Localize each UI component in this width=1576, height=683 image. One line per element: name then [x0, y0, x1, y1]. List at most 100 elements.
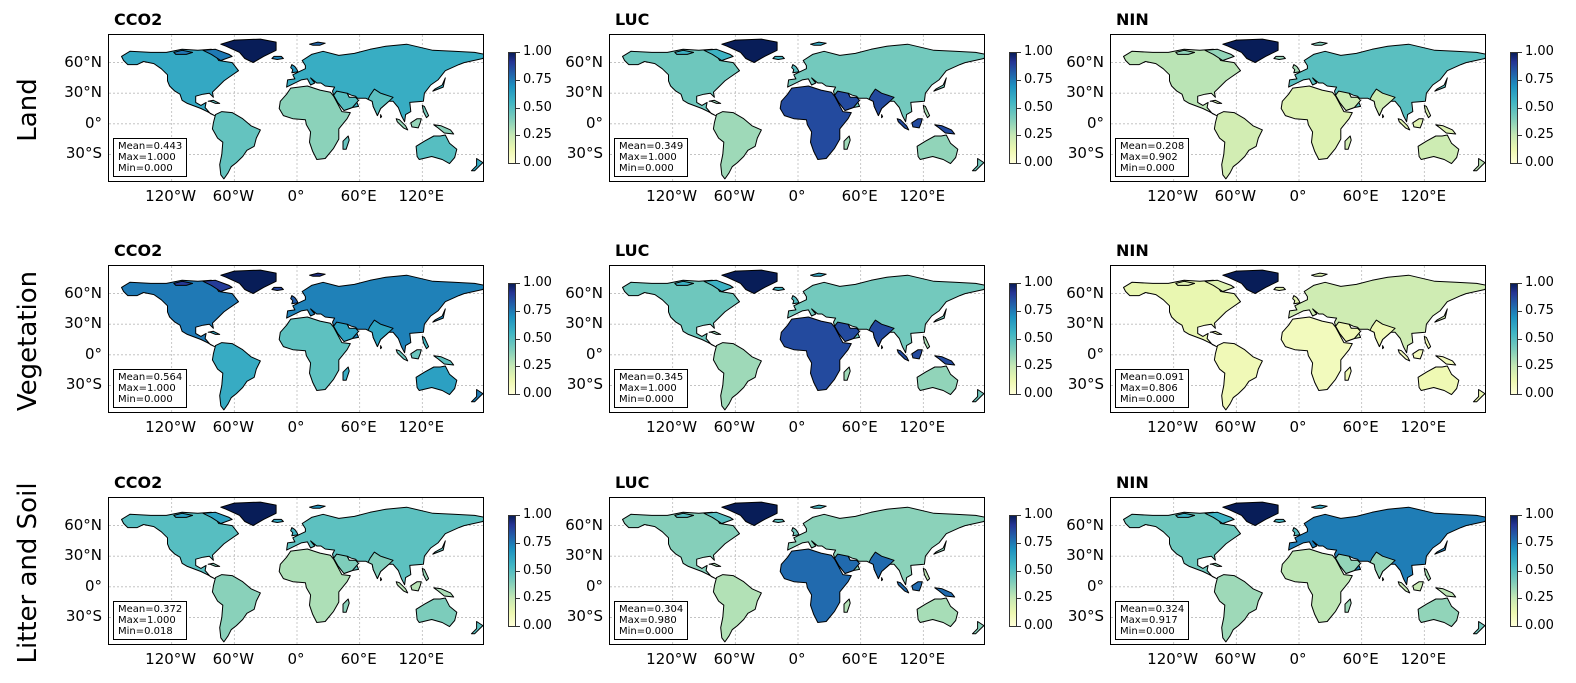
landmass-baffin	[202, 279, 233, 292]
landmass-greenland	[721, 269, 778, 295]
landmass-philippines	[1423, 567, 1432, 582]
lon-tick-label: 0°	[287, 418, 305, 436]
panel-title: LUC	[615, 473, 650, 492]
colorbar-tick-label: 0.00	[1525, 155, 1554, 170]
lon-tick-label: 120°E	[899, 650, 946, 668]
landmass-svalbard	[309, 41, 326, 46]
landmass-new-guinea	[1435, 355, 1457, 366]
colorbar-tick-label: 1.00	[1525, 507, 1554, 522]
lon-tick-label: 120°E	[398, 418, 445, 436]
colorbar-tick-label: 1.00	[1525, 44, 1554, 59]
colorbar	[1510, 283, 1518, 395]
lat-tick-label: 0°	[84, 344, 102, 363]
landmass-uk	[1292, 64, 1301, 74]
colorbar	[1009, 52, 1017, 164]
stat-min: Min=0.000	[118, 394, 173, 405]
landmass-baffin	[1204, 48, 1235, 61]
landmass-sri-lanka	[881, 345, 884, 350]
colorbar-tick-mark	[1518, 163, 1522, 164]
landmass-cuba	[207, 99, 221, 104]
panel-title: NIN	[1116, 473, 1149, 492]
landmass-arabia	[333, 553, 360, 574]
landmass-new-guinea	[934, 587, 956, 598]
lon-tick-label: 0°	[1289, 650, 1307, 668]
landmass-south-america	[211, 111, 261, 180]
lat-tick-label: 30°S	[65, 607, 102, 626]
colorbar-tick-label: 0.00	[523, 618, 552, 633]
panel-title: NIN	[1116, 10, 1149, 29]
colorbar-tick-mark	[1518, 338, 1522, 340]
landmass-australia	[1417, 134, 1460, 165]
landmass-baffin	[703, 279, 734, 292]
panel-title: CCO2	[114, 241, 163, 260]
landmass-japan	[1434, 308, 1448, 323]
landmass-cuba	[708, 562, 722, 567]
lat-tick-label: 0°	[585, 576, 603, 595]
landmass-sumatra	[1397, 349, 1411, 362]
lon-tick-label: 60°W	[212, 187, 255, 205]
stat-max: Max=0.806	[1120, 383, 1178, 394]
lon-tick-label: 120°W	[646, 187, 698, 205]
landmass-sumatra	[395, 118, 409, 131]
landmass-iceland	[271, 518, 284, 523]
map-canvas	[109, 35, 483, 181]
landmass-japan	[432, 77, 446, 92]
colorbar-tick-label: 0.00	[1525, 618, 1554, 633]
colorbar	[508, 283, 516, 395]
landmass-australia	[415, 597, 458, 628]
world-map: Mean=0.208 Max=0.902 Min=0.000	[1110, 34, 1486, 182]
lon-tick-label: 120°E	[1400, 650, 1447, 668]
map-canvas	[610, 35, 984, 181]
lon-tick-label: 120°W	[1147, 650, 1199, 668]
lat-tick-label: 30°N	[1066, 83, 1104, 102]
colorbar-tick-label: 0.75	[523, 534, 552, 550]
lon-tick-label: 120°W	[646, 650, 698, 668]
landmass-victoria-island	[173, 280, 194, 286]
panel-title: CCO2	[114, 10, 163, 29]
landmass-iceland	[271, 286, 284, 291]
colorbar-tick-mark	[1017, 135, 1021, 137]
landmass-japan	[933, 540, 947, 555]
map-canvas	[109, 266, 483, 412]
landmass-sri-lanka	[1382, 577, 1385, 582]
landmass-victoria-island	[1175, 280, 1196, 286]
colorbar-tick-mark	[1518, 107, 1522, 109]
colorbar-tick-label: 0.25	[523, 590, 552, 606]
lon-tick-label: 60°E	[340, 650, 377, 668]
landmass-uk	[1292, 295, 1301, 305]
landmass-philippines	[421, 104, 430, 119]
panel-title: LUC	[615, 10, 650, 29]
lon-tick-label: 120°E	[899, 418, 946, 436]
colorbar-tick-label: 0.75	[1525, 71, 1554, 87]
landmass-africa	[278, 85, 351, 160]
colorbar	[1009, 515, 1017, 627]
lon-tick-label: 60°E	[340, 187, 377, 205]
landmass-sri-lanka	[881, 114, 884, 119]
colorbar-tick-mark	[516, 310, 520, 312]
landmass-greenland	[721, 501, 778, 527]
landmass-new-zealand	[971, 621, 984, 635]
colorbar-tick-label: 0.25	[1024, 358, 1053, 374]
landmass-cuba	[708, 330, 722, 335]
landmass-philippines	[922, 567, 931, 582]
lat-tick-label: 0°	[84, 576, 102, 595]
world-map: Mean=0.345 Max=1.000 Min=0.000	[609, 265, 985, 413]
landmass-uk	[290, 295, 299, 305]
landmass-south-america	[1213, 111, 1263, 180]
lat-tick-label: 30°S	[566, 375, 603, 394]
landmass-sri-lanka	[1382, 345, 1385, 350]
landmass-south-america	[211, 342, 261, 411]
colorbar-tick-label: 1.00	[523, 44, 552, 59]
colorbar-tick-label: 0.75	[1024, 71, 1053, 87]
landmass-eurasia	[787, 274, 984, 354]
colorbar-tick-label: 0.50	[1525, 330, 1554, 346]
stat-min: Min=0.018	[118, 626, 173, 637]
landmass-baffin	[703, 511, 734, 524]
colorbar-tick-mark	[1017, 515, 1021, 516]
landmass-new-guinea	[1435, 587, 1457, 598]
colorbar-tick-label: 0.00	[523, 155, 552, 170]
landmass-baffin	[703, 48, 734, 61]
colorbar	[1009, 283, 1017, 395]
colorbar-tick-mark	[1518, 394, 1522, 395]
colorbar-tick-label: 1.00	[1024, 44, 1053, 59]
